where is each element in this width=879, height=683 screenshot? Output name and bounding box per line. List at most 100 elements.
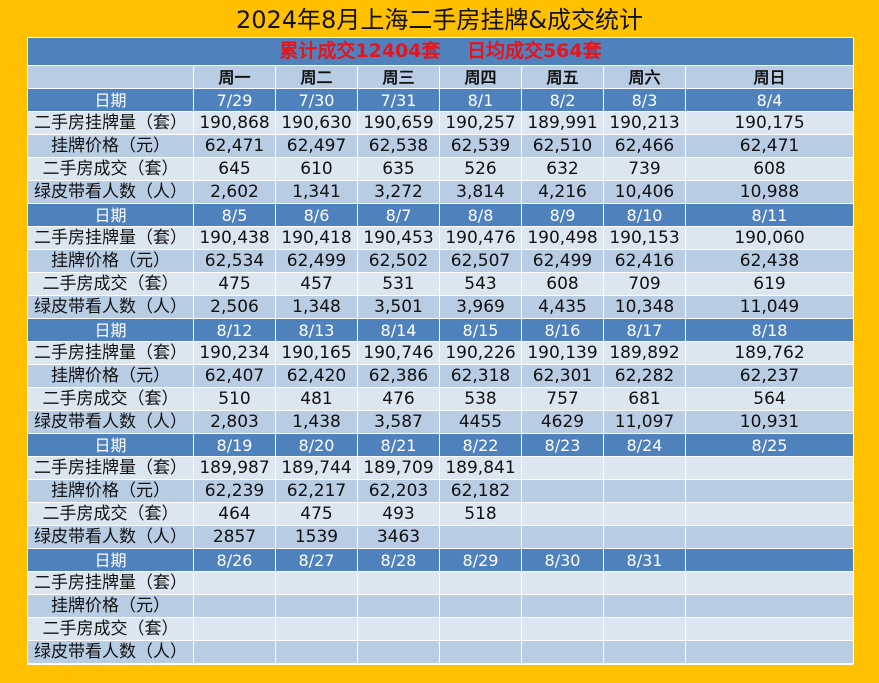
listings-cell: 190,153 — [603, 226, 686, 250]
date-cell: 8/17 — [603, 318, 686, 342]
price-cell: 62,466 — [603, 134, 686, 158]
date-row: 日期 8/12 8/13 8/14 8/15 8/16 8/17 8/18 — [27, 318, 854, 342]
summary-total: 累计成交12404套 — [279, 40, 441, 62]
deals-cell — [685, 617, 854, 641]
listings-cell — [603, 571, 686, 595]
deals-cell: 510 — [193, 387, 276, 411]
price-cell — [275, 594, 358, 618]
stats-table: 累计成交12404套 日均成交564套 周一 周二 周三 周四 周五 周六 周日… — [27, 37, 854, 664]
listings-cell — [275, 571, 358, 595]
deals-cell: 475 — [193, 272, 276, 296]
deals-cell — [275, 617, 358, 641]
price-label: 挂牌价格（元） — [27, 594, 194, 618]
viewers-label: 绿皮带看人数（人） — [27, 180, 194, 204]
viewers-row: 绿皮带看人数（人） 2,602 1,341 3,272 3,814 4,216 10,406… — [27, 180, 854, 204]
deals-cell: 493 — [357, 502, 440, 526]
listings-cell: 189,892 — [603, 341, 686, 365]
viewers-cell: 10,348 — [603, 295, 686, 319]
deals-cell — [603, 617, 686, 641]
price-label: 挂牌价格（元） — [27, 364, 194, 388]
date-label: 日期 — [27, 548, 194, 572]
listings-cell — [439, 571, 522, 595]
deals-cell: 608 — [685, 157, 854, 181]
date-cell: 8/5 — [193, 203, 276, 227]
price-label: 挂牌价格（元） — [27, 249, 194, 273]
price-cell — [685, 594, 854, 618]
date-row: 日期 8/5 8/6 8/7 8/8 8/9 8/10 8/11 — [27, 203, 854, 227]
listings-cell: 190,234 — [193, 341, 276, 365]
price-cell: 62,416 — [603, 249, 686, 273]
price-cell: 62,239 — [193, 479, 276, 503]
listings-cell: 189,987 — [193, 456, 276, 480]
viewers-cell: 10,931 — [685, 410, 854, 434]
viewers-label: 绿皮带看人数（人） — [27, 640, 194, 664]
date-cell: 8/22 — [439, 433, 522, 457]
date-cell: 8/31 — [603, 548, 686, 572]
listings-row: 二手房挂牌量（套） 190,868 190,630 190,659 190,257 189… — [27, 111, 854, 135]
price-cell — [193, 594, 276, 618]
weekday-header-blank — [27, 65, 194, 89]
listings-cell: 190,438 — [193, 226, 276, 250]
price-row: 挂牌价格（元） — [27, 594, 854, 618]
date-cell: 8/27 — [275, 548, 358, 572]
viewers-cell: 10,988 — [685, 180, 854, 204]
viewers-cell: 1,348 — [275, 295, 358, 319]
price-cell: 62,203 — [357, 479, 440, 503]
price-label: 挂牌价格（元） — [27, 479, 194, 503]
date-cell: 8/6 — [275, 203, 358, 227]
viewers-cell: 3,814 — [439, 180, 522, 204]
viewers-cell: 2,803 — [193, 410, 276, 434]
listings-label: 二手房挂牌量（套） — [27, 341, 194, 365]
viewers-cell: 3463 — [357, 525, 440, 549]
listings-label: 二手房挂牌量（套） — [27, 111, 194, 135]
date-cell: 8/12 — [193, 318, 276, 342]
deals-cell — [357, 617, 440, 641]
weekday-header-cell: 周四 — [439, 65, 522, 89]
deals-cell — [439, 617, 522, 641]
listings-cell: 190,213 — [603, 111, 686, 135]
price-cell: 62,497 — [275, 134, 358, 158]
date-cell: 8/28 — [357, 548, 440, 572]
listings-cell: 190,498 — [521, 226, 604, 250]
price-row: 挂牌价格（元） 62,239 62,217 62,203 62,182 — [27, 479, 854, 503]
viewers-cell: 11,097 — [603, 410, 686, 434]
date-cell: 8/24 — [603, 433, 686, 457]
deals-row: 二手房成交（套） 510 481 476 538 757 681 564 — [27, 387, 854, 411]
date-row: 日期 7/29 7/30 7/31 8/1 8/2 8/3 8/4 — [27, 88, 854, 112]
viewers-cell: 4,216 — [521, 180, 604, 204]
viewers-cell: 3,501 — [357, 295, 440, 319]
listings-cell — [685, 456, 854, 480]
listings-cell: 189,841 — [439, 456, 522, 480]
weekday-header-cell: 周六 — [603, 65, 686, 89]
stats-sheet: 累计成交12404套 日均成交564套 周一 周二 周三 周四 周五 周六 周日… — [27, 37, 854, 665]
deals-cell: 564 — [685, 387, 854, 411]
price-cell: 62,510 — [521, 134, 604, 158]
date-cell: 8/29 — [439, 548, 522, 572]
price-cell: 62,471 — [193, 134, 276, 158]
weekday-header-row: 周一 周二 周三 周四 周五 周六 周日 — [27, 65, 854, 89]
price-cell — [521, 594, 604, 618]
viewers-cell: 1539 — [275, 525, 358, 549]
viewers-cell — [603, 640, 686, 664]
deals-cell: 757 — [521, 387, 604, 411]
viewers-cell: 4629 — [521, 410, 604, 434]
weekday-header-cell: 周二 — [275, 65, 358, 89]
deals-cell: 518 — [439, 502, 522, 526]
viewers-cell: 4455 — [439, 410, 522, 434]
summary-row: 累计成交12404套 日均成交564套 — [27, 37, 854, 66]
date-cell: 8/13 — [275, 318, 358, 342]
deals-cell: 475 — [275, 502, 358, 526]
listings-cell: 190,257 — [439, 111, 522, 135]
deals-cell — [685, 502, 854, 526]
deals-cell: 481 — [275, 387, 358, 411]
deals-cell: 464 — [193, 502, 276, 526]
viewers-cell: 3,587 — [357, 410, 440, 434]
price-cell: 62,420 — [275, 364, 358, 388]
deals-row: 二手房成交（套） — [27, 617, 854, 641]
viewers-row: 绿皮带看人数（人） 2857 1539 3463 — [27, 525, 854, 549]
viewers-label: 绿皮带看人数（人） — [27, 525, 194, 549]
date-cell: 8/10 — [603, 203, 686, 227]
viewers-cell — [193, 640, 276, 664]
price-cell: 62,301 — [521, 364, 604, 388]
viewers-cell — [603, 525, 686, 549]
